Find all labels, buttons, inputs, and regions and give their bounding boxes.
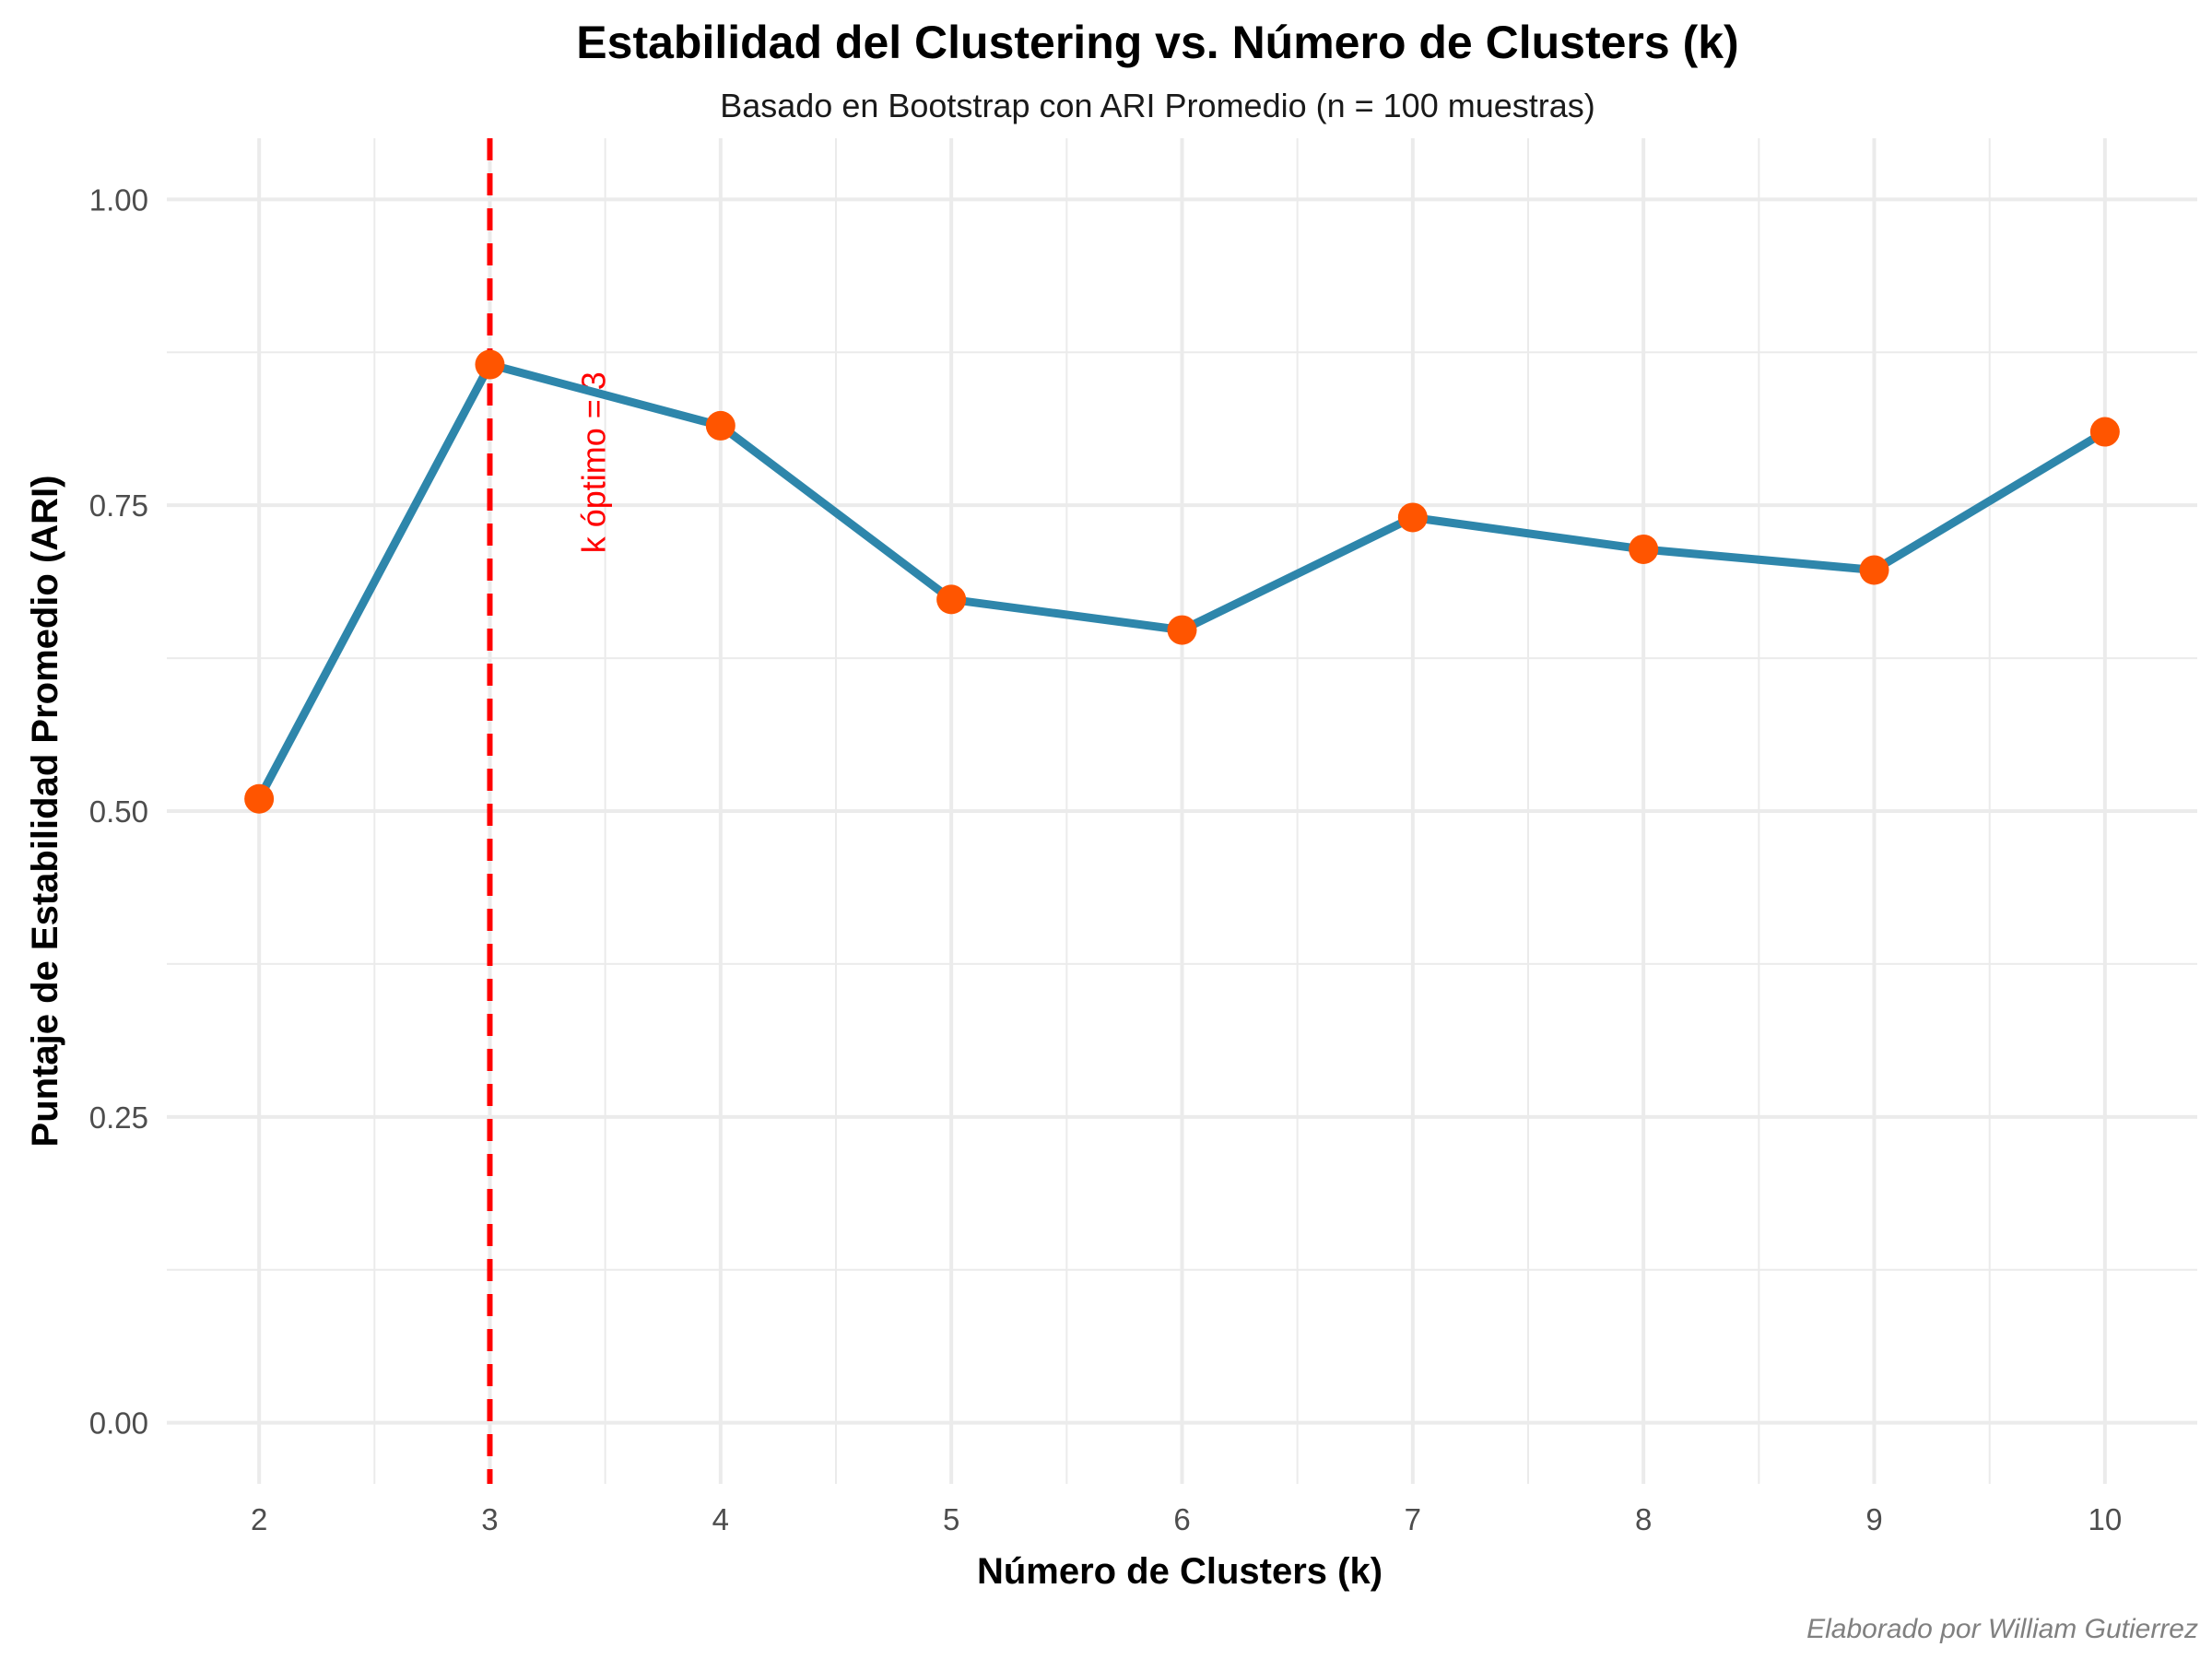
x-tick-label: 2: [251, 1502, 267, 1536]
y-tick-label: 0.00: [89, 1406, 148, 1441]
data-point: [475, 349, 505, 380]
data-point: [2089, 417, 2120, 447]
tick-layer: 2 3 4 5 6 7 8 9 10 0.00 0.25 0.50 0.75 1.00: [89, 182, 2122, 1536]
x-tick-label: 3: [481, 1502, 498, 1536]
chart-title: Estabilidad del Clustering vs. Número de…: [576, 17, 1738, 68]
y-tick-label: 0.25: [89, 1100, 148, 1135]
x-tick-label: 6: [1173, 1502, 1190, 1536]
chart-subtitle: Basado en Bootstrap con ARI Promedio (n …: [720, 87, 1595, 124]
data-point: [936, 584, 967, 615]
x-tick-label: 7: [1405, 1502, 1421, 1536]
y-tick-label: 1.00: [89, 182, 148, 217]
series-layer: [244, 349, 2120, 814]
data-point: [1859, 555, 1889, 585]
data-point: [244, 783, 275, 814]
x-tick-label: 5: [943, 1502, 959, 1536]
data-point: [1629, 534, 1659, 564]
data-point: [1167, 615, 1197, 645]
x-axis-title: Número de Clusters (k): [977, 1551, 1382, 1592]
x-tick-label: 4: [712, 1502, 729, 1536]
chart-caption: Elaborado por William Gutierrez: [1806, 1614, 2198, 1644]
y-tick-label: 0.50: [89, 794, 148, 829]
x-tick-label: 9: [1865, 1502, 1882, 1536]
optimal-k-annotation: k óptimo = 3: [575, 371, 613, 553]
y-tick-label: 0.75: [89, 488, 148, 523]
x-tick-label: 10: [2088, 1502, 2123, 1536]
x-tick-label: 8: [1635, 1502, 1652, 1536]
y-axis-title: Puntaje de Estabilidad Promedio (ARI): [25, 476, 65, 1147]
data-point: [705, 410, 735, 441]
data-point: [1397, 502, 1428, 533]
grid-layer: [167, 138, 2197, 1484]
